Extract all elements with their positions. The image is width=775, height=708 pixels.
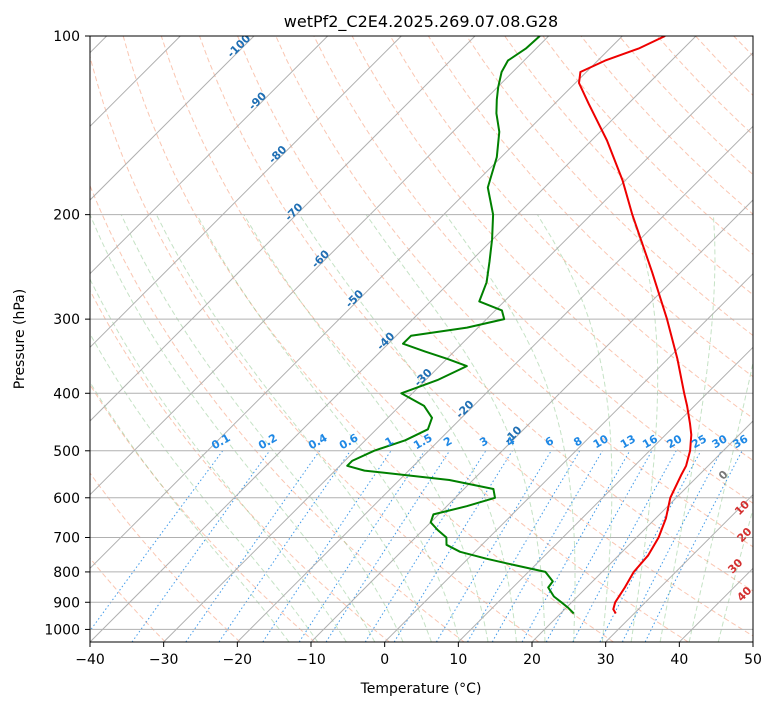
- mixing-ratio-line: [90, 450, 224, 632]
- dry-adiabat: [275, 36, 753, 548]
- isotherm: [90, 36, 623, 570]
- y-tick-label: 300: [53, 312, 80, 328]
- dry-adiabat: [90, 54, 540, 642]
- y-tick-label: 200: [53, 208, 80, 224]
- dry-adiabat: [90, 557, 166, 642]
- dry-adiabat: [504, 36, 753, 296]
- y-tick-label: 800: [53, 565, 80, 581]
- mixing-ratio-line: [262, 450, 392, 642]
- mixing-ratio-line: [325, 450, 451, 642]
- isotherm: [90, 36, 255, 201]
- x-tick-label: −30: [149, 652, 179, 668]
- isotherm: [384, 272, 753, 642]
- mixing-ratio-line: [644, 450, 743, 642]
- mixing-ratio-line: [572, 450, 677, 642]
- temperature-profile-line: [578, 36, 693, 615]
- dry-adiabat: [427, 36, 753, 378]
- y-tick-label: 400: [53, 386, 80, 402]
- moist-adiabat: [90, 214, 376, 642]
- mixing-ratio-line: [364, 450, 487, 642]
- dry-adiabat: [122, 36, 614, 642]
- dry-adiabat: [199, 36, 753, 637]
- mixing-ratio-line: [521, 450, 631, 642]
- isotherm: [236, 125, 753, 642]
- grid: [90, 36, 753, 642]
- dry-adiabat: [237, 36, 753, 592]
- x-tick-label: 40: [670, 652, 688, 668]
- x-tick-label: −20: [223, 652, 253, 668]
- x-tick-label: −10: [296, 652, 326, 668]
- moist-adiabat-label: 40: [734, 584, 754, 604]
- isotherm: [90, 36, 402, 349]
- isotherm: [310, 199, 753, 642]
- y-tick-label: 900: [53, 595, 80, 611]
- y-tick-label: 600: [53, 491, 80, 507]
- plot-frame: [89, 35, 754, 643]
- x-tick-label: 30: [597, 652, 615, 668]
- dry-adiabat: [90, 184, 465, 642]
- dry-adiabat: [160, 36, 689, 642]
- y-axis: 100 200 300 400 500 600 700 800 900 1000: [44, 29, 90, 638]
- x-tick-label: 20: [523, 652, 541, 668]
- x-tick-label: 0: [380, 652, 389, 668]
- isotherm: [163, 51, 753, 642]
- isotherm: [605, 493, 753, 642]
- isotherm: [90, 36, 550, 496]
- isotherm: [90, 36, 329, 275]
- mixing-ratio-line: [131, 450, 271, 642]
- profile-series: [346, 36, 693, 615]
- x-axis: −40 −30 −20 −10 0 10 20 30 40 50: [75, 642, 762, 668]
- isotherm: [90, 36, 697, 642]
- isotherm: [90, 36, 476, 422]
- isotherm: [531, 420, 753, 642]
- mixing-ratio-line: [298, 450, 426, 642]
- mixing-ratio-line: [218, 450, 351, 642]
- x-tick-label: 50: [744, 652, 762, 668]
- dewpoint-profile-line: [346, 36, 575, 615]
- dry-adiabat: [90, 289, 390, 642]
- x-tick-label: 10: [449, 652, 467, 668]
- y-tick-label: 1000: [44, 622, 80, 638]
- x-tick-label: −40: [75, 652, 105, 668]
- mixing-ratio-line: [185, 450, 321, 642]
- dry-adiabat: [90, 472, 241, 642]
- isotherm: [752, 641, 753, 642]
- y-tick-label: 100: [53, 29, 80, 45]
- mixing-ratio-line: [545, 450, 653, 642]
- y-tick-label: 700: [53, 531, 80, 547]
- y-tick-label: 500: [53, 444, 80, 460]
- moist-adiabat-label: 20: [735, 525, 755, 545]
- x-axis-label: Temperature (°C): [360, 681, 482, 697]
- isotherm: [457, 346, 753, 642]
- dry-adiabat: [351, 36, 753, 462]
- mixing-ratio-line: [435, 450, 552, 642]
- chart-title: wetPf2_C2E4.2025.269.07.08.G28: [284, 12, 558, 32]
- dry-adiabat: [90, 383, 316, 642]
- plot-area: [90, 36, 753, 642]
- y-axis-label: Pressure (hPa): [12, 289, 28, 389]
